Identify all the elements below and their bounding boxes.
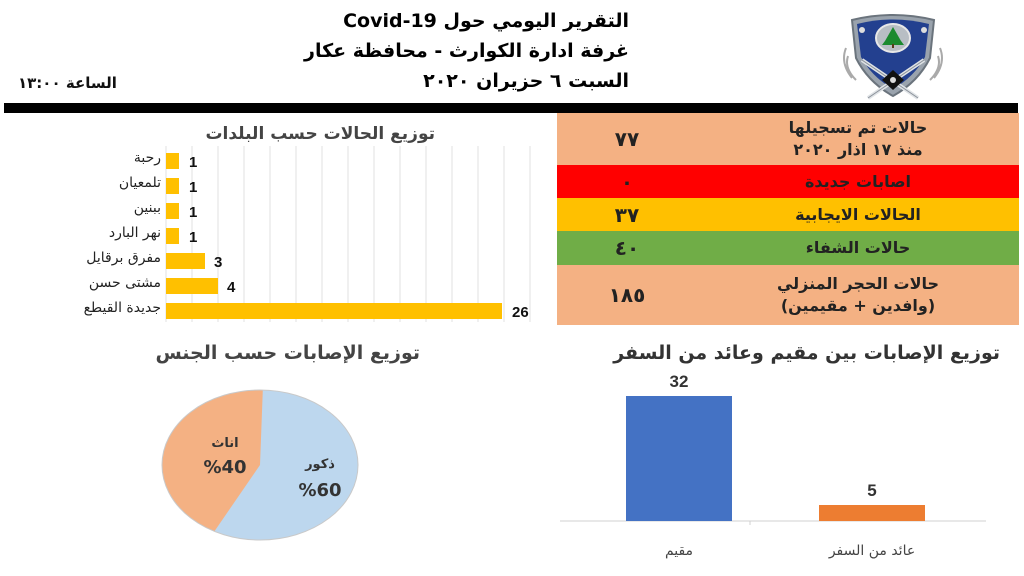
shield-logo-icon	[843, 14, 943, 100]
bar-rahba	[166, 153, 179, 169]
bar-returning	[819, 505, 925, 521]
resident-chart-title: توزيع الإصابات بين مقيم وعائد من السفر	[613, 342, 1000, 364]
stat-value: ٤٠	[614, 236, 640, 260]
town-label: تلمعيان	[118, 175, 161, 191]
town-label: رحبة	[133, 150, 161, 166]
report-date: السبت ٦ حزيران ٢٠٢٠	[423, 70, 629, 92]
bar-talmaayan	[166, 178, 179, 194]
svg-text:1: 1	[189, 154, 197, 171]
report-title: التقرير اليومي حول Covid-19	[343, 10, 629, 32]
stat-label: الحالات الايجابية	[795, 204, 921, 224]
stat-value: ٣٧	[614, 202, 640, 227]
gender-pie-chart: اناث %40 ذكور %60	[161, 389, 359, 541]
svg-text:1: 1	[189, 204, 197, 221]
town-label: مفرق برقايل	[86, 250, 161, 266]
stat-row-new-cases: ٠ اصابات جديدة	[557, 165, 1019, 198]
stat-row-recovered: ٤٠ حالات الشفاء	[557, 231, 1019, 265]
stat-label: حالات الشفاء	[805, 238, 911, 257]
stat-row-registered: ٧٧ حالات تم تسجيلها منذ ١٧ اذار ٢٠٢٠	[557, 113, 1019, 165]
resident-bar-chart: 32 5 مقيم عائد من السفر	[560, 372, 986, 559]
town-label: ببنين	[133, 200, 161, 216]
stat-row-home-quarantine: ١٨٥ حالات الحجر المنزلي (وافدين + مقيمين…	[557, 265, 1019, 325]
bar-mafraq-berqayel	[166, 253, 205, 269]
bar-nahr-el-bared	[166, 228, 179, 244]
stat-label-line: (وافدين + مقيمين)	[780, 296, 936, 315]
stat-label: حالات تم تسجيلها منذ ١٧ اذار ٢٠٢٠	[697, 117, 1019, 161]
header-divider	[4, 103, 1018, 113]
bar-jdeideh-qaitaa	[166, 303, 502, 319]
stat-label-line: منذ ١٧ اذار ٢٠٢٠	[793, 140, 923, 159]
towns-chart-title: توزيع الحالات حسب البلدات	[205, 124, 435, 144]
bar-resident	[626, 396, 732, 521]
pie-slice-female	[162, 390, 263, 540]
svg-text:1: 1	[189, 229, 197, 246]
stat-value: ١٨٥	[608, 283, 646, 307]
svg-text:26: 26	[512, 304, 529, 321]
svg-text:3: 3	[214, 254, 222, 271]
towns-bar-chart: 1 1 1 1 3 4 26	[165, 146, 531, 322]
category-returning: عائد من السفر	[828, 543, 915, 559]
town-label: نهر البارد	[108, 225, 161, 241]
bar-value-resident: 32	[670, 372, 689, 391]
svg-text:1: 1	[189, 179, 197, 196]
pie-label-female: اناث	[211, 436, 238, 451]
pie-value-female: %40	[203, 457, 246, 478]
svg-text:4: 4	[227, 279, 236, 296]
bar-value-returning: 5	[867, 481, 876, 500]
town-label: جديدة القيطع	[83, 300, 161, 316]
stat-label: اصابات جديدة	[804, 171, 912, 191]
stat-label: حالات الحجر المنزلي (وافدين + مقيمين)	[697, 273, 1019, 317]
stat-label-line: حالات الحجر المنزلي	[776, 274, 940, 293]
bar-bebnine	[166, 203, 179, 219]
stat-value: ٧٧	[614, 127, 640, 151]
bar-mashta-hassan	[166, 278, 218, 294]
gender-chart-title: توزيع الإصابات حسب الجنس	[155, 342, 420, 364]
pie-label-male: ذكور	[304, 457, 335, 472]
pie-value-male: %60	[298, 480, 341, 501]
stats-table: ٧٧ حالات تم تسجيلها منذ ١٧ اذار ٢٠٢٠ ٠ ا…	[557, 113, 1019, 325]
stat-value: ٠	[620, 169, 634, 194]
town-label: مشتى حسن	[88, 275, 161, 291]
stat-label-line: حالات تم تسجيلها	[788, 118, 928, 137]
category-resident: مقيم	[665, 543, 693, 559]
report-time: الساعة ١٣:٠٠	[18, 74, 117, 92]
stat-row-positive: ٣٧ الحالات الايجابية	[557, 198, 1019, 231]
report-subtitle: غرفة ادارة الكوارث - محافظة عكار	[304, 40, 629, 62]
